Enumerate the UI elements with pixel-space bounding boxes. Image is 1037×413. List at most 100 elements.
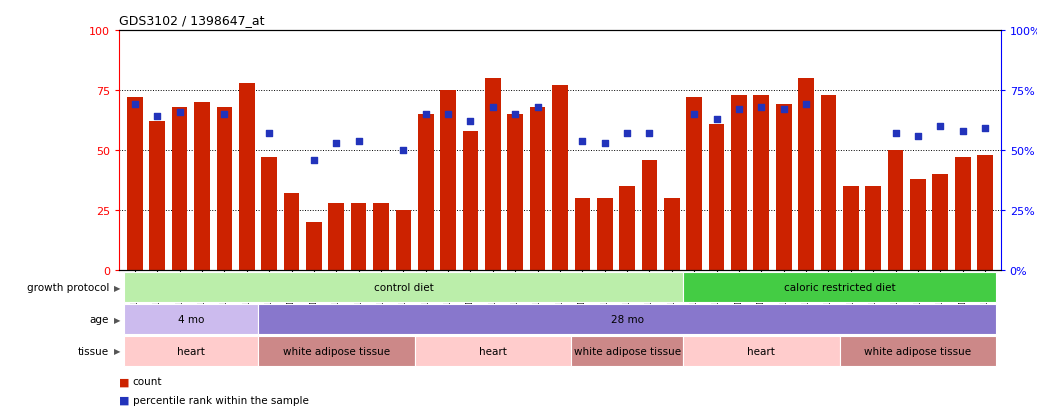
Text: heart: heart	[177, 346, 204, 356]
Bar	[574, 199, 590, 271]
Text: white adipose tissue: white adipose tissue	[865, 346, 972, 356]
Bar	[351, 204, 366, 271]
Text: caloric restricted diet: caloric restricted diet	[784, 282, 895, 292]
Point	[932, 123, 949, 130]
Point	[529, 104, 545, 111]
Text: 4 mo: 4 mo	[177, 314, 204, 324]
Point	[909, 133, 926, 140]
Bar	[683, 273, 997, 302]
Bar	[123, 304, 258, 334]
Bar	[172, 108, 188, 271]
Point	[685, 112, 702, 118]
Point	[351, 138, 367, 145]
Bar	[686, 98, 702, 271]
Point	[440, 112, 456, 118]
Point	[507, 112, 524, 118]
Text: age: age	[89, 314, 109, 324]
Point	[484, 104, 501, 111]
Bar	[708, 124, 725, 271]
Bar	[820, 96, 836, 271]
Point	[776, 107, 792, 113]
Bar	[239, 84, 255, 271]
Bar	[840, 336, 997, 366]
Text: count: count	[133, 376, 162, 386]
Text: percentile rank within the sample: percentile rank within the sample	[133, 395, 309, 405]
Bar	[664, 199, 679, 271]
Text: GDS3102 / 1398647_at: GDS3102 / 1398647_at	[119, 14, 264, 27]
Point	[888, 131, 904, 137]
Bar	[731, 96, 747, 271]
Bar	[888, 151, 903, 271]
Point	[619, 131, 636, 137]
Point	[171, 109, 188, 116]
Point	[574, 138, 591, 145]
Text: ■: ■	[119, 395, 130, 405]
Point	[328, 140, 344, 147]
Bar	[217, 108, 232, 271]
Bar	[552, 86, 568, 271]
Bar	[149, 122, 165, 271]
Bar	[329, 204, 344, 271]
Bar	[485, 79, 501, 271]
Bar	[261, 158, 277, 271]
Text: white adipose tissue: white adipose tissue	[283, 346, 390, 356]
Text: ▶: ▶	[114, 315, 120, 324]
Bar	[306, 223, 321, 271]
Bar	[597, 199, 613, 271]
Bar	[194, 103, 209, 271]
Bar	[530, 108, 545, 271]
Text: ▶: ▶	[114, 347, 120, 356]
Bar	[642, 160, 657, 271]
Point	[306, 157, 323, 164]
Bar	[683, 336, 840, 366]
Point	[463, 119, 479, 125]
Bar	[395, 211, 412, 271]
Point	[596, 140, 613, 147]
Bar	[415, 336, 571, 366]
Bar	[843, 187, 859, 271]
Bar	[910, 180, 926, 271]
Bar	[955, 158, 971, 271]
Text: heart: heart	[479, 346, 507, 356]
Text: 28 mo: 28 mo	[611, 314, 644, 324]
Point	[395, 147, 412, 154]
Bar	[258, 336, 415, 366]
Bar	[619, 187, 635, 271]
Text: ▶: ▶	[114, 283, 120, 292]
Point	[418, 112, 435, 118]
Bar	[418, 115, 433, 271]
Bar	[507, 115, 523, 271]
Bar	[373, 204, 389, 271]
Point	[797, 102, 814, 109]
Text: ■: ■	[119, 376, 130, 386]
Point	[641, 131, 657, 137]
Point	[127, 102, 143, 109]
Point	[731, 107, 748, 113]
Point	[216, 112, 232, 118]
Text: control diet: control diet	[373, 282, 433, 292]
Point	[261, 131, 278, 137]
Text: tissue: tissue	[78, 346, 109, 356]
Bar	[441, 91, 456, 271]
Bar	[463, 132, 478, 271]
Bar	[284, 194, 300, 271]
Bar	[977, 156, 992, 271]
Bar	[754, 96, 769, 271]
Bar	[776, 105, 791, 271]
Point	[954, 128, 971, 135]
Bar	[865, 187, 881, 271]
Point	[708, 116, 725, 123]
Bar	[571, 336, 683, 366]
Point	[753, 104, 769, 111]
Bar	[932, 175, 948, 271]
Text: white adipose tissue: white adipose tissue	[573, 346, 680, 356]
Point	[977, 126, 993, 133]
Bar	[128, 98, 143, 271]
Bar	[258, 304, 997, 334]
Bar	[123, 336, 258, 366]
Bar	[123, 273, 683, 302]
Bar	[798, 79, 814, 271]
Text: heart: heart	[748, 346, 776, 356]
Text: growth protocol: growth protocol	[27, 282, 109, 292]
Point	[149, 114, 166, 121]
